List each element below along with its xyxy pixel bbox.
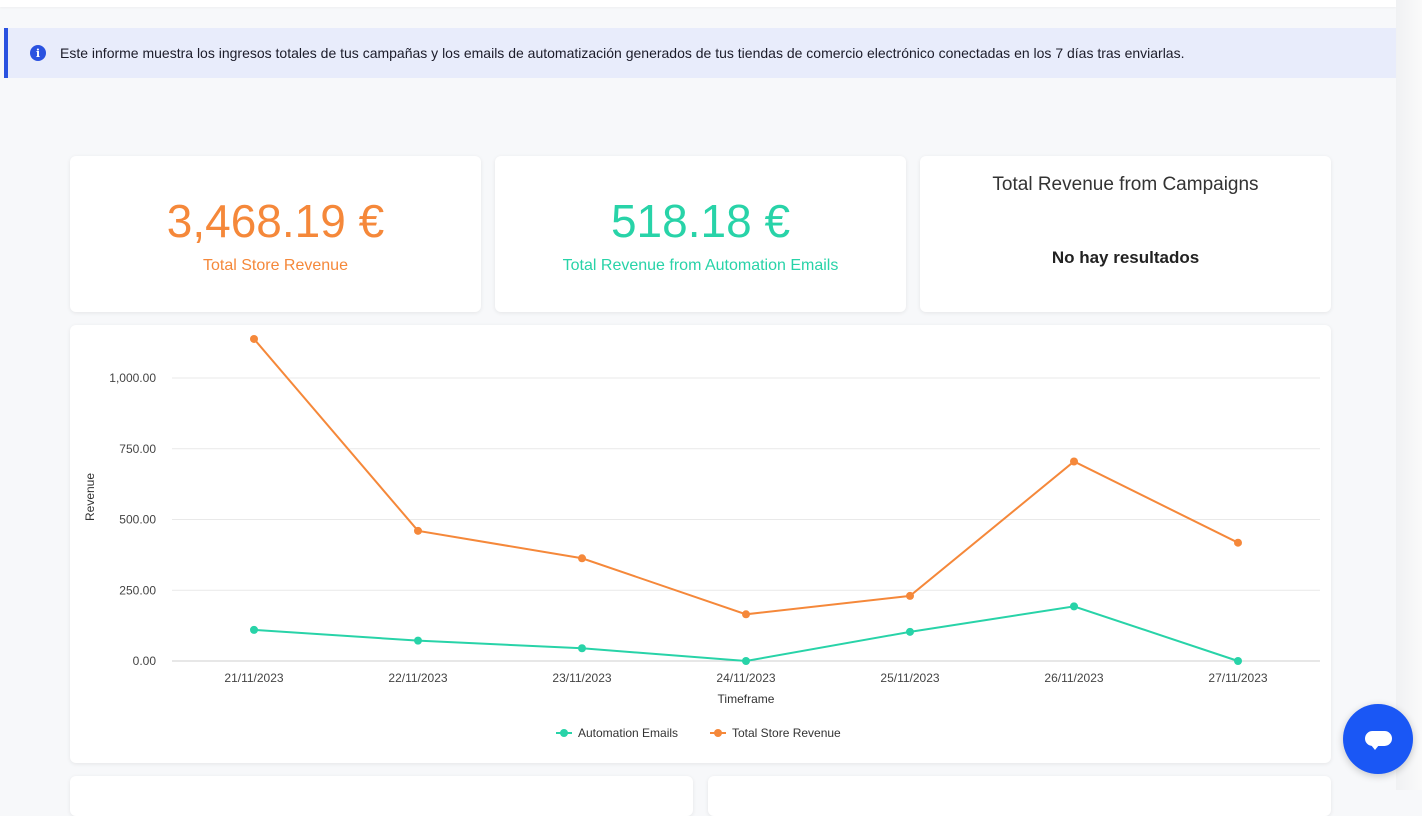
kpi-value-automation-revenue: 518.18 €	[610, 195, 791, 247]
kpi-value-store-revenue: 3,468.19 €	[166, 195, 385, 247]
revenue-chart-card: 0.00 250.00 500.00 750.00 1,000.00 21/11/2023…	[70, 325, 1331, 763]
data-point-total-store-revenue	[742, 610, 750, 619]
legend-marker-automation-emails	[560, 729, 568, 737]
data-point-total-store-revenue	[906, 591, 914, 600]
x-tick-label: 22/11/2023	[388, 671, 447, 685]
info-icon: i	[30, 45, 46, 61]
data-point-total-store-revenue	[250, 334, 258, 343]
kpi-card-automation-revenue: 518.18 € Total Revenue from Automation E…	[495, 156, 906, 312]
data-point-total-store-revenue	[414, 526, 422, 535]
revenue-line-chart: 0.00 250.00 500.00 750.00 1,000.00 21/11/2023…	[83, 334, 1320, 740]
x-axis-title: Timeframe	[718, 692, 775, 706]
x-tick-label: 25/11/2023	[880, 671, 939, 685]
top-bar	[0, 0, 1396, 7]
kpi-title-campaign-revenue: Total Revenue from Campaigns	[992, 174, 1259, 195]
y-tick-label: 250.00	[119, 583, 156, 597]
data-point-total-store-revenue	[1234, 538, 1242, 547]
data-point-automation-emails	[250, 625, 258, 634]
y-tick-label: 0.00	[133, 654, 157, 668]
data-point-automation-emails	[1070, 602, 1078, 611]
x-tick-label: 23/11/2023	[552, 671, 611, 685]
x-tick-label: 26/11/2023	[1044, 671, 1103, 685]
data-point-automation-emails	[906, 627, 914, 636]
x-tick-label: 21/11/2023	[224, 671, 283, 685]
y-tick-label: 750.00	[119, 442, 156, 456]
data-point-total-store-revenue	[1070, 457, 1078, 466]
data-point-total-store-revenue	[578, 554, 586, 563]
data-point-automation-emails	[742, 657, 750, 665]
kpi-card-store-revenue: 3,468.19 € Total Store Revenue	[70, 156, 481, 312]
x-tick-label: 27/11/2023	[1208, 671, 1267, 685]
data-point-automation-emails	[578, 644, 586, 653]
y-tick-label: 1,000.00	[109, 371, 156, 385]
kpi-empty-campaign-revenue: No hay resultados	[1051, 248, 1200, 267]
bottom-card-right	[708, 776, 1331, 816]
data-point-automation-emails	[1234, 657, 1242, 665]
y-axis-title: Revenue	[83, 473, 97, 521]
series-line-total-store-revenue	[253, 338, 1239, 616]
kpi-label-store-revenue: Total Store Revenue	[203, 257, 348, 274]
bottom-card-left	[70, 776, 693, 816]
legend-label-automation-emails: Automation Emails	[578, 726, 678, 740]
legend-label-total-store-revenue: Total Store Revenue	[732, 726, 841, 740]
kpi-card-campaign-revenue: Total Revenue from Campaigns No hay resu…	[920, 156, 1331, 312]
chat-widget-button[interactable]	[1343, 704, 1413, 774]
info-banner: i Este informe muestra los ingresos tota…	[4, 28, 1396, 78]
scrollbar-track[interactable]	[1396, 0, 1422, 790]
info-banner-text: Este informe muestra los ingresos totale…	[60, 45, 1185, 61]
legend-marker-total-store-revenue	[714, 729, 722, 737]
data-point-automation-emails	[414, 636, 422, 645]
y-tick-label: 500.00	[119, 513, 156, 527]
kpi-label-automation-revenue: Total Revenue from Automation Emails	[562, 257, 839, 274]
chat-bubble-icon	[1365, 731, 1392, 750]
x-tick-label: 24/11/2023	[716, 671, 775, 685]
